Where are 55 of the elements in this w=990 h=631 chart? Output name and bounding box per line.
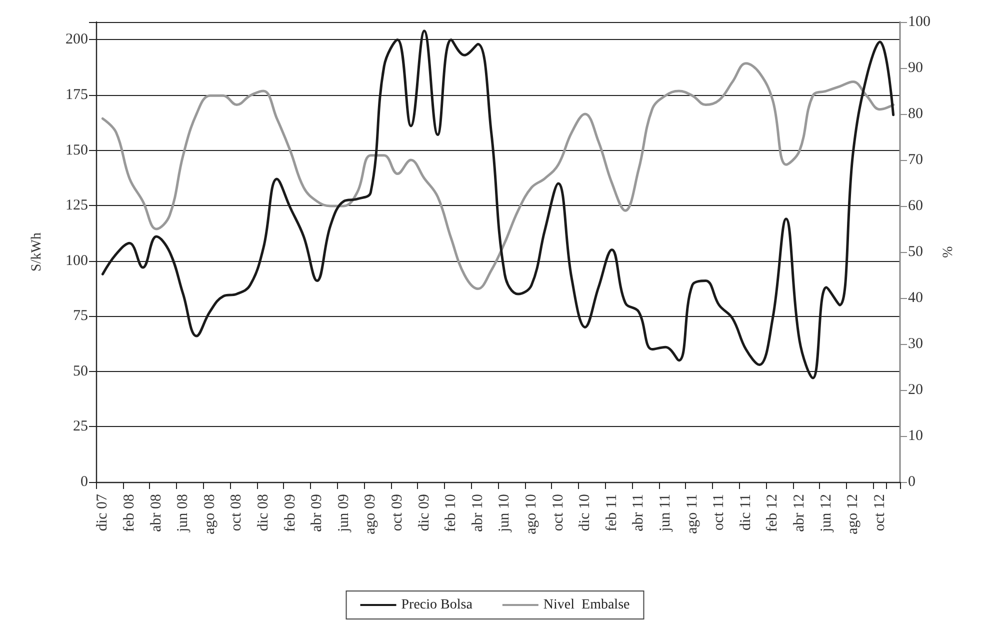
x-tick-label: feb 10 xyxy=(443,494,460,532)
y-tick-label: 200 xyxy=(66,32,88,48)
x-tick-label: dic 07 xyxy=(94,494,111,532)
x-tick-label: dic 11 xyxy=(738,494,754,531)
y-tick-label: 25 xyxy=(73,418,88,435)
x-tick-label: jun 09 xyxy=(336,494,352,533)
y2-tick-label: 30 xyxy=(908,336,923,352)
x-tick-label: oct 09 xyxy=(390,494,406,532)
y2-tick-label: 100 xyxy=(908,14,930,30)
y2-tick-label: 20 xyxy=(908,382,923,398)
y-tick-label: 125 xyxy=(66,198,88,214)
x-tick-label: jun 11 xyxy=(658,494,674,532)
legend-label: Nivel Embalse xyxy=(543,598,630,612)
x-tick-label: feb 12 xyxy=(764,494,781,532)
y2-tick-label: 60 xyxy=(908,198,923,214)
line-series xyxy=(101,62,895,290)
x-tick-label: oct 08 xyxy=(228,494,245,532)
legend-label: Precio Bolsa xyxy=(401,598,474,612)
x-tick-label: abr 10 xyxy=(470,494,486,532)
x-tick-label: feb 09 xyxy=(282,494,298,532)
x-tick-label: abr 12 xyxy=(792,494,808,532)
x-tick-label: feb 11 xyxy=(604,494,620,532)
y2-tick-label: 80 xyxy=(908,106,923,122)
y2-tick-label: 10 xyxy=(908,428,923,444)
x-tick-label: ago 11 xyxy=(684,494,700,534)
x-tick-label: dic 10 xyxy=(577,494,594,532)
y-tick-label: 150 xyxy=(66,142,88,158)
x-tick-label: dic 08 xyxy=(256,494,272,532)
x-tick-label: oct 12 xyxy=(872,494,888,532)
x-tick-label: oct 10 xyxy=(550,494,566,532)
y2-tick-label: 0 xyxy=(908,474,916,490)
x-tick-label: abr 09 xyxy=(309,494,326,532)
y2-tick-label: 70 xyxy=(908,152,923,168)
x-tick-label: oct 11 xyxy=(711,494,728,531)
y-tick-label: 50 xyxy=(73,363,88,380)
y2-tick-label: 90 xyxy=(908,60,923,76)
y-tick-label: 175 xyxy=(66,86,88,103)
x-tick-label: jun 08 xyxy=(175,494,192,533)
x-tick-label: jun 10 xyxy=(496,494,513,533)
x-tick-label: abr 08 xyxy=(148,494,164,532)
x-tick-label: abr 11 xyxy=(630,494,647,532)
x-tick-label: jun 12 xyxy=(818,494,834,533)
y-tick-label: 0 xyxy=(80,474,88,490)
y-tick-label: 100 xyxy=(66,252,88,269)
x-tick-label: ago 09 xyxy=(362,494,379,534)
x-tick-label: ago 08 xyxy=(202,494,218,534)
x-tick-label: feb 08 xyxy=(122,494,138,532)
y2-axis-title: % xyxy=(940,246,956,258)
x-tick-label: dic 09 xyxy=(416,494,432,532)
y-axis-title: S/kWh xyxy=(30,232,44,272)
y2-tick-label: 40 xyxy=(908,290,923,306)
x-tick-label: ago 10 xyxy=(524,494,540,534)
x-tick-label: ago 12 xyxy=(845,494,862,534)
y-tick-label: 75 xyxy=(73,308,88,324)
y2-tick-label: 50 xyxy=(908,244,923,260)
